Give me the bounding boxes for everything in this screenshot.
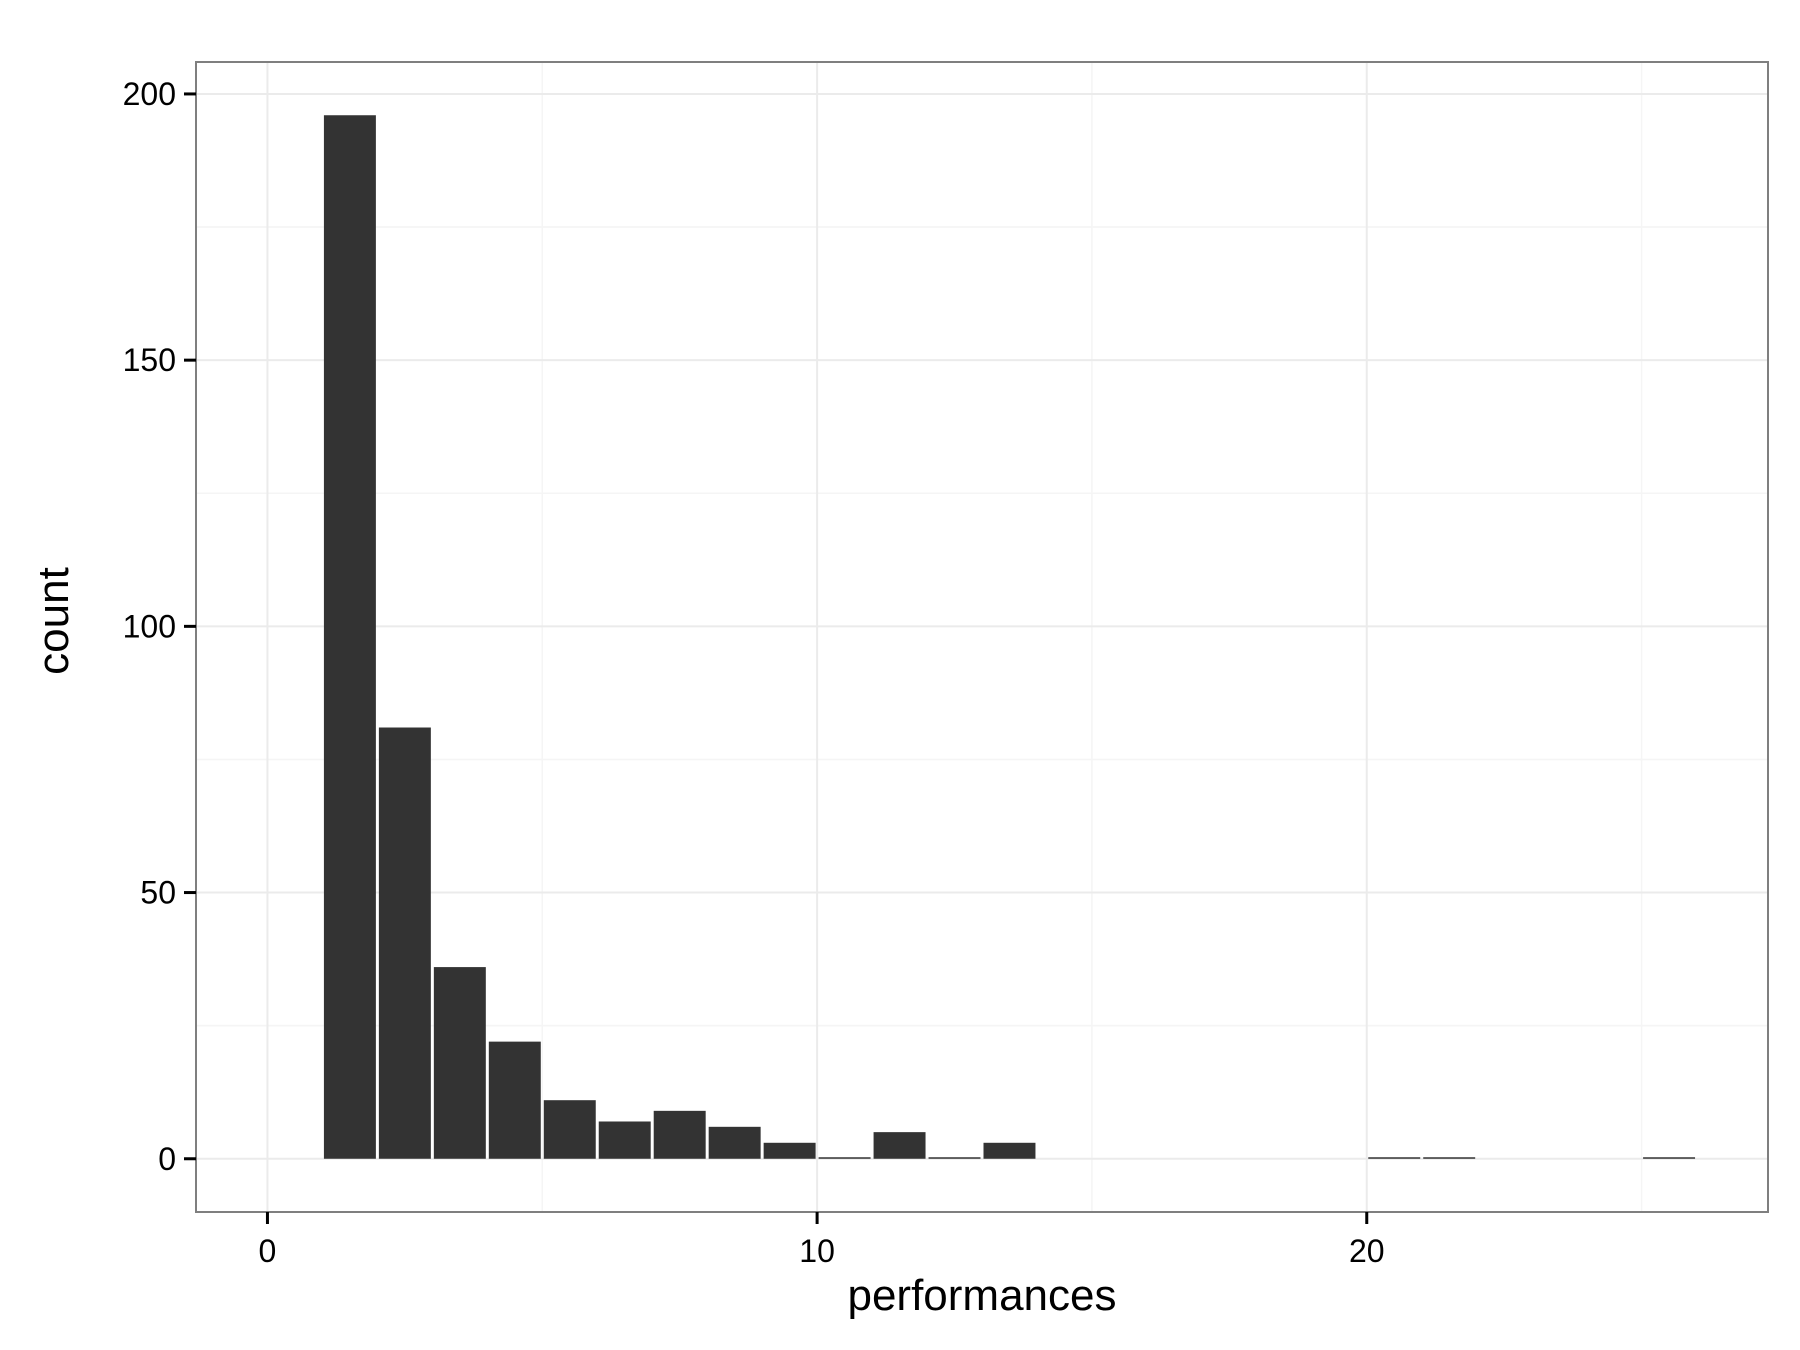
histogram-bar (598, 1121, 651, 1159)
histogram-bar (323, 115, 376, 1159)
histogram-bar (378, 727, 431, 1159)
x-tick-label: 10 (799, 1233, 835, 1269)
histogram-bar (653, 1110, 706, 1159)
histogram-bar (1643, 1157, 1696, 1159)
histogram-bar (488, 1041, 541, 1159)
y-tick-label: 200 (123, 76, 176, 112)
axis-ticks (184, 92, 1369, 1224)
histogram-bar (928, 1157, 981, 1159)
x-tick-label: 20 (1349, 1233, 1385, 1269)
histogram-bar (1368, 1157, 1421, 1159)
histogram-bars (323, 115, 1696, 1159)
histogram-bar (543, 1100, 596, 1159)
histogram-bar (433, 967, 486, 1159)
plot-panel-background (196, 62, 1768, 1212)
plot-panel-border (195, 61, 1769, 1213)
histogram-bar (763, 1142, 816, 1159)
y-tick-label: 50 (140, 875, 176, 911)
y-axis-title: count (29, 567, 78, 675)
histogram-bar (708, 1126, 761, 1159)
x-axis-title: performances (847, 1271, 1116, 1320)
major-gridlines (196, 62, 1768, 1212)
histogram-bar (818, 1157, 871, 1159)
y-tick-label: 150 (123, 342, 176, 378)
y-tick-label: 100 (123, 608, 176, 644)
minor-gridlines (196, 62, 1768, 1212)
histogram-bar (873, 1132, 926, 1159)
histogram-bar (983, 1142, 1036, 1159)
histogram-bar (1423, 1157, 1476, 1159)
x-tick-label: 0 (259, 1233, 277, 1269)
y-tick-label: 0 (158, 1141, 176, 1177)
